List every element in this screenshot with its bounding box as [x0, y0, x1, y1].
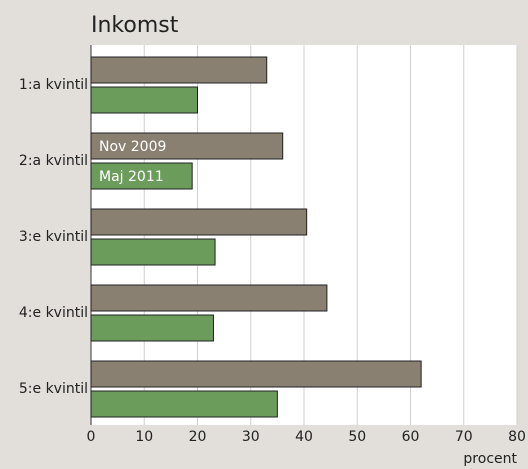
legend-label: Nov 2009: [99, 139, 166, 155]
x-tick-label: 40: [295, 429, 313, 445]
bar: [90, 86, 198, 114]
bar: [90, 284, 328, 312]
y-tick-label: 1:a kvintil: [19, 77, 88, 93]
bar: [90, 238, 216, 266]
y-tick-label: 4:e kvintil: [19, 305, 88, 321]
chart-title: Inkomst: [91, 13, 179, 38]
x-tick-label: 10: [135, 429, 153, 445]
bar: [90, 56, 268, 84]
x-tick-label: 60: [402, 429, 420, 445]
y-tick-label: 5:e kvintil: [19, 381, 88, 397]
bar: [90, 314, 214, 342]
y-tick-label: 2:a kvintil: [19, 153, 88, 169]
x-tick-label: 70: [455, 429, 473, 445]
x-tick-label: 0: [87, 429, 96, 445]
bar: [90, 208, 308, 236]
bar: [90, 360, 422, 388]
bar: [90, 132, 284, 160]
y-tick-label: 3:e kvintil: [19, 229, 88, 245]
bar: [90, 390, 278, 418]
x-tick-label: 80: [508, 429, 526, 445]
x-tick-label: 50: [348, 429, 366, 445]
x-axis-label: procent: [463, 451, 517, 467]
legend-label: Maj 2011: [99, 169, 164, 185]
x-tick-label: 20: [189, 429, 207, 445]
x-tick-label: 30: [242, 429, 260, 445]
bar: [90, 162, 193, 190]
